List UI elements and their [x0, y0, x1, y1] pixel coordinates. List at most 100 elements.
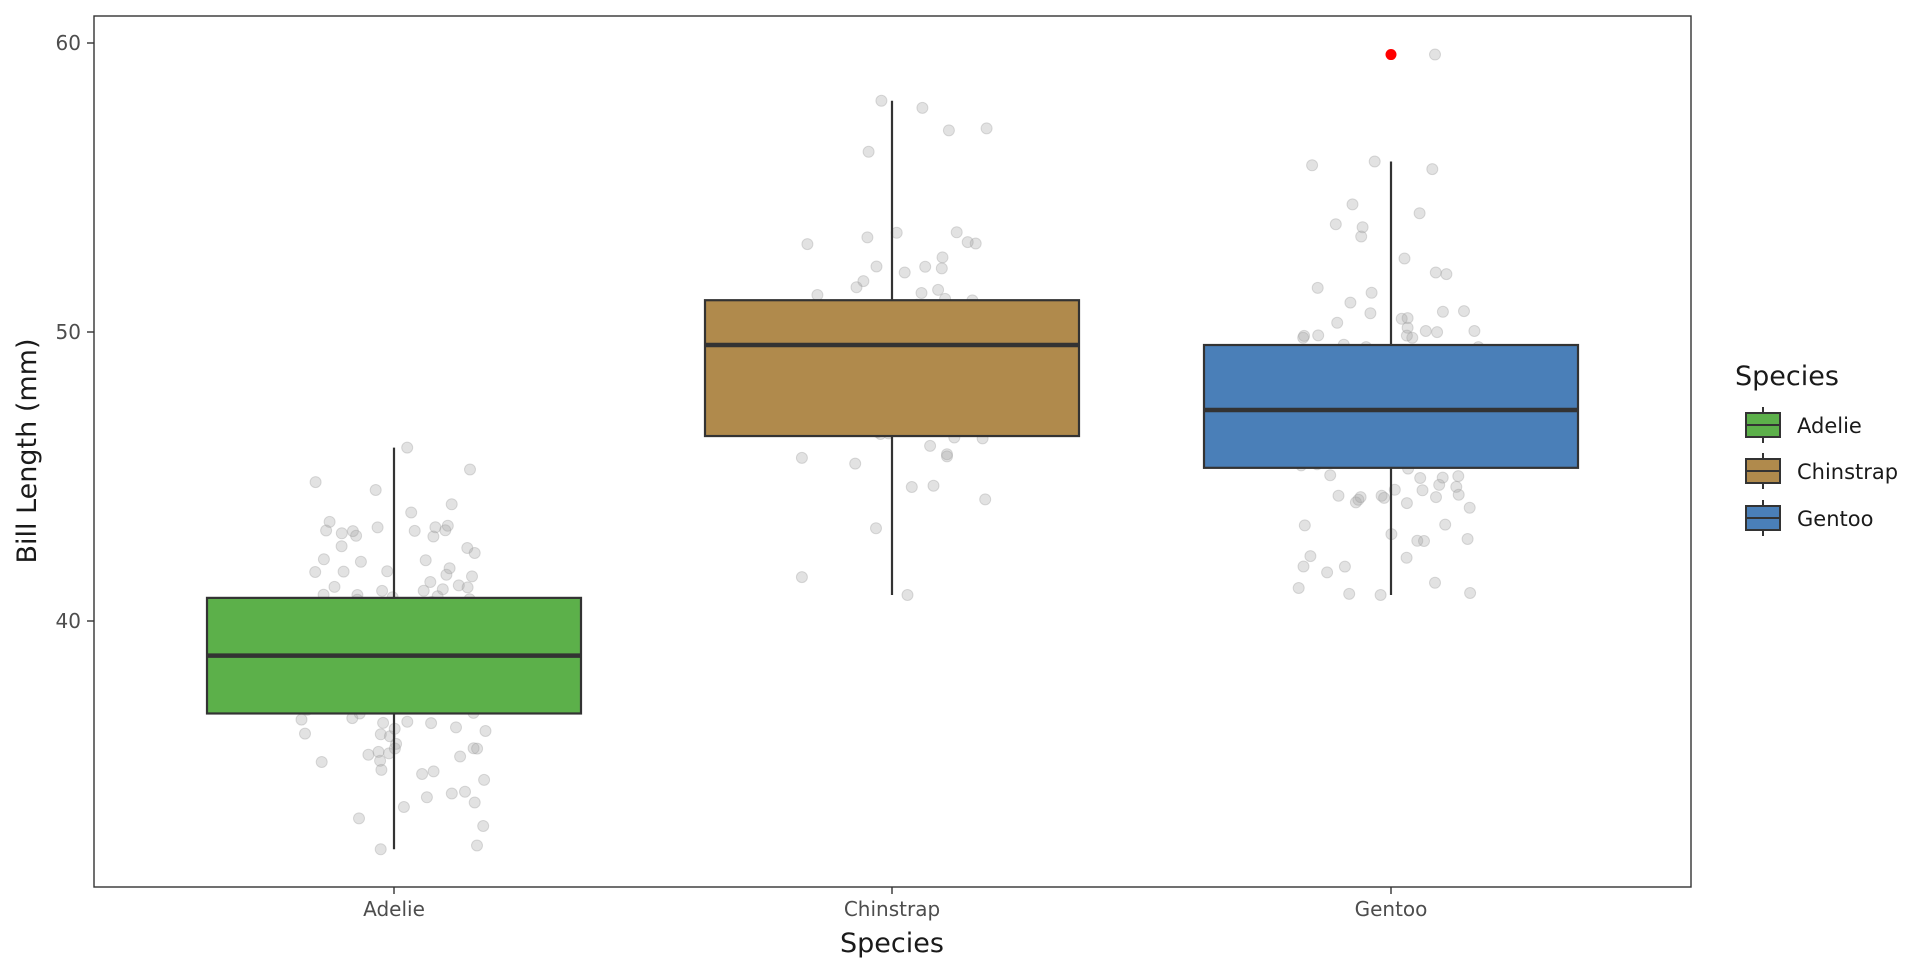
legend: Species Adelie Chinstrap Gentoo	[1735, 361, 1898, 536]
jitter-point	[362, 748, 375, 761]
jitter-point	[374, 728, 387, 741]
jitter-point	[381, 565, 394, 578]
jitter-point	[916, 101, 929, 114]
jitter-point	[1297, 560, 1310, 573]
jitter-point	[427, 765, 440, 778]
jitter-point	[1298, 329, 1311, 342]
jitter-point	[309, 476, 322, 489]
jitter-point	[1430, 491, 1442, 504]
jitter-point	[299, 727, 311, 740]
jitter-point	[935, 262, 948, 275]
jitter-point	[1436, 471, 1449, 484]
jitter-point	[1461, 533, 1474, 545]
legend-item-adelie: Adelie	[1745, 407, 1862, 443]
jitter-point	[1292, 582, 1305, 594]
jitter-point	[397, 801, 410, 813]
jitter-point	[335, 540, 348, 553]
jitter-point	[1354, 491, 1367, 504]
jitter-point	[941, 448, 953, 461]
jitter-point	[1356, 221, 1369, 234]
jitter-point	[861, 231, 874, 244]
jitter-point	[1464, 587, 1477, 599]
jitter-point	[1364, 307, 1377, 320]
jitter-point	[915, 287, 928, 299]
jitter-point	[466, 570, 478, 583]
jitter-point	[377, 716, 390, 729]
x-axis-title: Species	[840, 928, 944, 959]
jitter-point	[1436, 305, 1449, 318]
jitter-point	[919, 260, 932, 273]
jitter-point	[443, 562, 456, 575]
jitter-point	[932, 283, 945, 296]
jitter-point	[1332, 489, 1345, 502]
jitter-point	[417, 584, 430, 597]
jitter-point	[468, 547, 481, 559]
jitter-point	[1297, 331, 1310, 344]
jitter-point	[372, 745, 385, 758]
jitter-point	[467, 742, 480, 755]
jitter-point	[335, 527, 348, 540]
jitter-point	[1311, 281, 1324, 294]
jitter-point	[898, 266, 911, 279]
y-tick-label: 50	[56, 320, 81, 344]
jitter-point	[1406, 331, 1419, 344]
jitter-point	[936, 251, 949, 264]
jitter-point	[454, 750, 467, 763]
jitter-point	[1400, 329, 1413, 342]
jitter-point	[1321, 566, 1334, 579]
jitter-point	[1378, 491, 1391, 504]
jitter-point	[1433, 478, 1446, 491]
jitter-point	[477, 820, 490, 832]
jitter-point	[941, 450, 953, 463]
jitter-point	[1414, 472, 1427, 484]
jitter-point	[927, 479, 940, 492]
outlier-gentoo	[1385, 49, 1397, 61]
jitter-point	[1338, 560, 1351, 573]
jitter-point	[461, 542, 474, 554]
legend-label: Chinstrap	[1797, 460, 1898, 484]
jitter-point	[1468, 325, 1481, 337]
jitter-point	[401, 441, 414, 454]
jitter-point	[376, 584, 389, 597]
jitter-point	[969, 237, 982, 250]
jitter-point	[420, 791, 433, 804]
box-chinstrap	[703, 299, 1081, 438]
jitter-point	[471, 742, 484, 755]
jitter-point	[1458, 305, 1470, 318]
jitter-point	[1429, 266, 1442, 279]
jitter-point	[416, 768, 429, 780]
jitter-point	[408, 524, 421, 537]
jitter-point	[942, 124, 955, 137]
jitter-point	[795, 451, 808, 464]
jitter-point	[1411, 534, 1424, 547]
jitter-point	[1463, 501, 1476, 514]
jitter-point	[961, 236, 974, 249]
jitter-point	[1368, 155, 1381, 168]
jitter-point	[1418, 535, 1430, 547]
jitter-point	[901, 589, 914, 601]
legend-title: Species	[1735, 361, 1839, 392]
jitter-point	[850, 281, 863, 294]
jitter-point	[870, 522, 882, 535]
jitter-point	[849, 457, 862, 470]
jitter-point	[1431, 326, 1444, 339]
jitter-point	[1429, 576, 1441, 589]
jitter-point	[371, 521, 384, 534]
jitter-point	[1439, 518, 1452, 531]
jitter-point	[1365, 286, 1378, 299]
jitter-point	[450, 721, 462, 734]
jitter-point	[875, 94, 888, 107]
jitter-point	[328, 580, 341, 593]
jitter-point	[1355, 230, 1368, 243]
jitter-point	[425, 717, 438, 730]
jitter-point	[337, 565, 350, 578]
jitter-point	[383, 730, 396, 743]
jitter-point	[1452, 488, 1465, 501]
jitter-point	[405, 506, 418, 519]
jitter-point	[320, 524, 333, 537]
jitter-point	[323, 515, 336, 528]
jitter-point	[461, 581, 474, 594]
jitter-point	[478, 773, 491, 786]
jitter-point	[459, 785, 471, 798]
jitter-point	[468, 796, 481, 809]
